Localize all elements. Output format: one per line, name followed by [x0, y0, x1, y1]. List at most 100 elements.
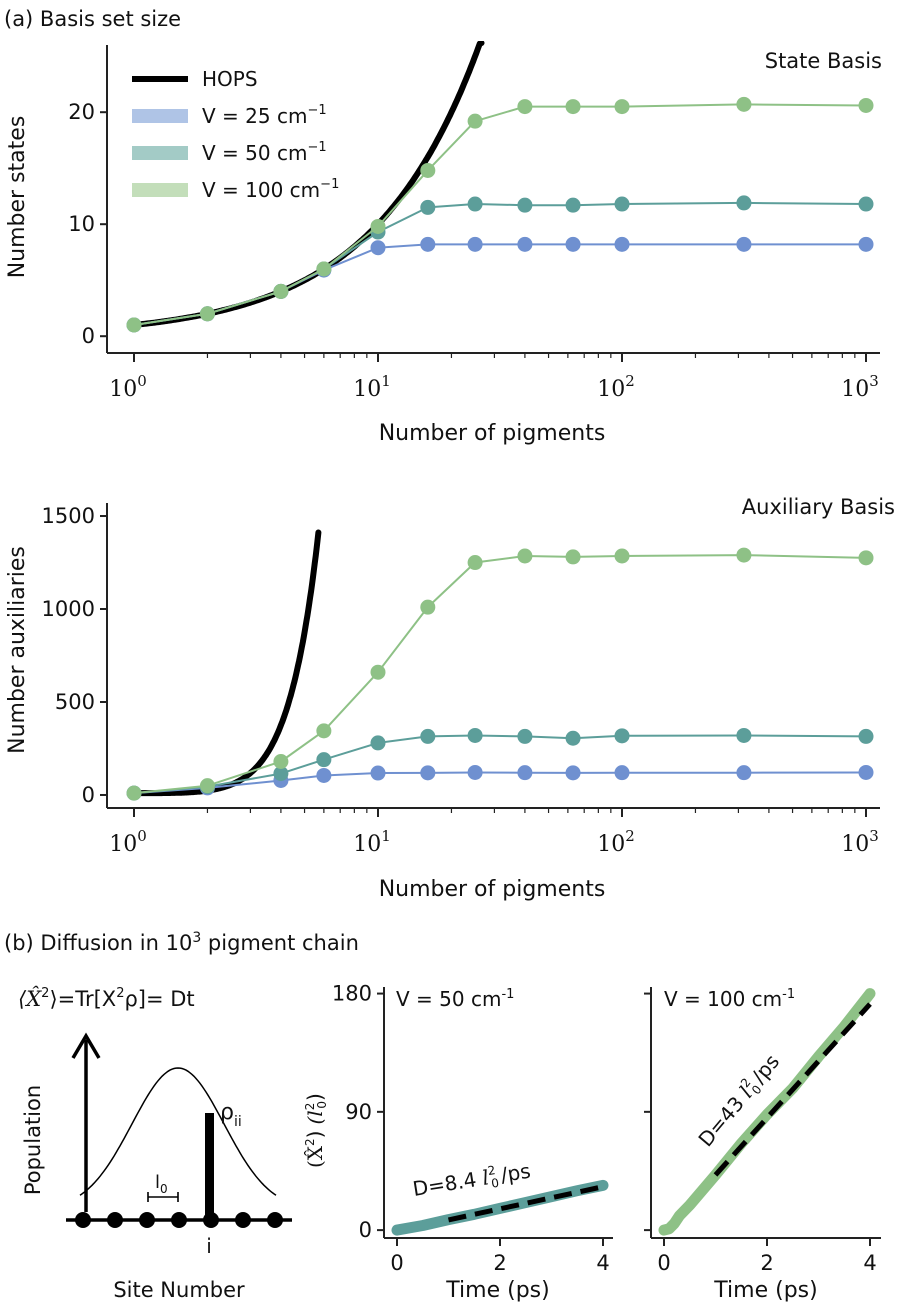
diffusion-annotation: D=43 l20/ps [693, 1049, 786, 1153]
site-dot [171, 1212, 187, 1228]
diffusion-diagram: ⟨X̂2⟩=Tr[X2ρ]= Dt Population ρii l0 i Si… [18, 986, 292, 1302]
data-point-v50 [614, 196, 630, 212]
data-point-v100 [467, 113, 483, 129]
data-point-v25 [614, 236, 630, 252]
data-point-v100 [420, 162, 436, 178]
data-point-v100 [273, 283, 289, 299]
legend-entry-v100: V = 100 cm−1 [202, 177, 339, 202]
x-tick-label: 2 [760, 1251, 773, 1275]
data-point-v100 [467, 555, 483, 571]
rho-ii-label: ρii [220, 1100, 242, 1130]
gaussian-curve [79, 1067, 277, 1196]
y-axis-label: (X̂2)(l20) [303, 1093, 329, 1168]
data-point-v25 [370, 240, 386, 256]
data-point-v50 [420, 728, 436, 744]
data-point-v100 [565, 99, 581, 115]
y-axis-label: Number states [5, 116, 30, 279]
data-point-v25 [736, 765, 752, 781]
data-point-v50 [467, 727, 483, 743]
y-tick-label: 10 [68, 212, 95, 236]
data-point-v100 [199, 306, 215, 322]
data-point-v25 [316, 767, 332, 783]
data-point-v50 [517, 728, 533, 744]
series-line-v100 [133, 103, 867, 326]
x-axis-label: Time (ps) [713, 1278, 817, 1303]
arrow-head-icon [71, 1032, 101, 1059]
data-point-v25 [467, 236, 483, 252]
x-tick-label: 103 [841, 827, 879, 857]
site-i-label: i [206, 1234, 212, 1258]
y-tick-label: 0 [82, 324, 95, 348]
l0-label: l0 [155, 1172, 168, 1196]
legend-entry-hops: HOPS [202, 67, 258, 91]
panel-a-title: (a) Basis set size [4, 7, 181, 31]
data-point-v100 [565, 549, 581, 565]
data-point-v25 [565, 765, 581, 781]
x-tick-label: 4 [863, 1251, 876, 1275]
data-point-v100 [517, 99, 533, 115]
population-label: Population [21, 1085, 45, 1195]
data-point-v100 [420, 599, 436, 615]
data-point-v50 [858, 728, 874, 744]
data-point-v50 [858, 196, 874, 212]
data-point-v100 [273, 754, 289, 770]
chart-title-v50: V = 50 cm-1 [396, 987, 514, 1011]
x-tick-label: 100 [109, 372, 147, 402]
data-point-v25 [736, 236, 752, 252]
series-line-v50 [133, 734, 867, 795]
chart-title-state-basis: State Basis [765, 49, 882, 73]
y-tick-label: 180 [332, 982, 372, 1006]
l0-spacing-bracket [147, 1192, 179, 1202]
data-point-v100 [370, 664, 386, 680]
x-tick-label: 0 [390, 1251, 403, 1275]
site-dot [75, 1212, 91, 1228]
data-point-v50 [316, 752, 332, 768]
data-point-v100 [858, 97, 874, 113]
data-point-v100 [126, 785, 142, 801]
data-point-v50 [273, 766, 289, 782]
y-axis-label: Number auxiliaries [5, 546, 30, 754]
legend-entry-v50: V = 50 cm−1 [202, 140, 327, 165]
data-point-v50 [420, 199, 436, 215]
legend-entry-v25: V = 25 cm−1 [202, 103, 327, 128]
x-tick-label: 100 [109, 827, 147, 857]
data-point-v100 [858, 550, 874, 566]
series-line-v100 [133, 554, 867, 795]
data-point-v100 [517, 548, 533, 564]
legend: HOPS V = 25 cm−1 V = 50 cm−1 V = 100 cm−1 [132, 67, 339, 202]
site-dot [267, 1212, 283, 1228]
data-point-v25 [858, 764, 874, 780]
data-point-v100 [199, 778, 215, 794]
site-dot [107, 1212, 123, 1228]
y-tick-label: 90 [345, 1100, 372, 1124]
x-tick-label: 102 [597, 372, 635, 402]
msd-data-band [658, 988, 876, 1236]
series-line-v25 [133, 243, 867, 326]
data-point-v100 [614, 548, 630, 564]
y-tick-label: 500 [55, 690, 95, 714]
msd-formula: ⟨X̂2⟩=Tr[X2ρ]= Dt [18, 986, 195, 1011]
x-tick-label: 101 [353, 827, 391, 857]
data-point-v25 [420, 765, 436, 781]
data-point-v100 [126, 317, 142, 333]
data-point-v50 [517, 197, 533, 213]
data-point-v50 [370, 735, 386, 751]
y-tick-label: 20 [68, 100, 95, 124]
y-tick-label: 1500 [42, 504, 95, 528]
data-point-v50 [736, 727, 752, 743]
site-dot [139, 1212, 155, 1228]
data-point-v100 [316, 261, 332, 277]
x-tick-label: 101 [353, 372, 391, 402]
chart-title-v100: V = 100 cm-1 [664, 987, 795, 1011]
data-point-v25 [565, 236, 581, 252]
data-point-v50 [614, 728, 630, 744]
diffusion-annotation: D=8.4 l20/ps [411, 1158, 533, 1203]
site-dot [235, 1212, 251, 1228]
data-point-v25 [517, 236, 533, 252]
state-basis-chart: 0 10 20 100 101 102 103 State Basis Number of … [5, 41, 882, 446]
diffusion-v50-chart: 0 90 180 0 2 4 V = 50 cm-1 Time (ps) (X̂2)(l2… [303, 982, 613, 1303]
data-point-v25 [420, 236, 436, 252]
auxiliary-basis-chart: 0 500 1000 1500 100 101 102 103 Auxiliary Basis… [5, 495, 895, 902]
data-point-v50 [565, 730, 581, 746]
